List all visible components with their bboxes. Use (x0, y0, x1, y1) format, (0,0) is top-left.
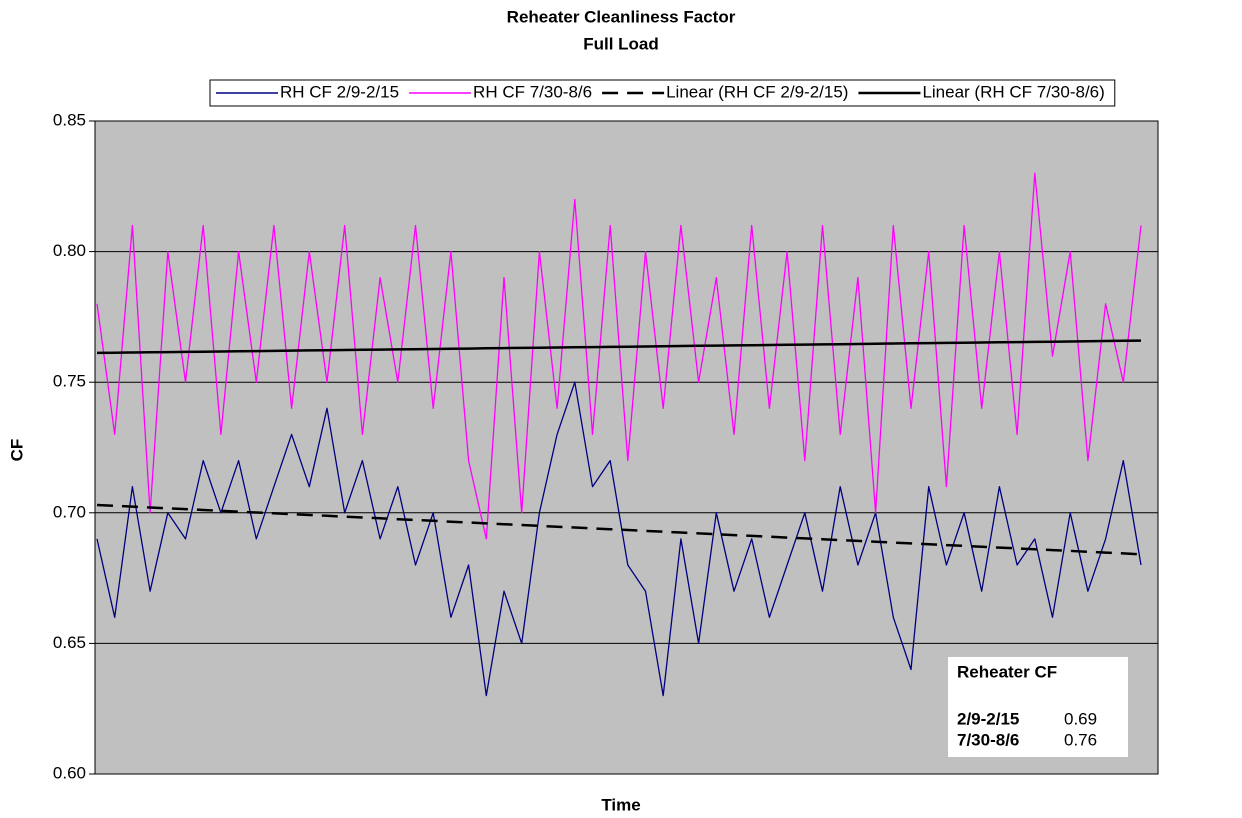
y-tick-label: 0.60 (53, 763, 86, 782)
annotation-row-label: 2/9-2/15 (957, 709, 1019, 728)
y-tick-label: 0.65 (53, 633, 86, 652)
annotation-box: Reheater CF 2/9-2/15 0.69 7/30-8/6 0.76 (948, 657, 1128, 757)
chart-title: Reheater Cleanliness Factor (507, 7, 736, 26)
series-line (96, 172, 1142, 540)
y-axis-label: CF (7, 439, 26, 462)
chart-subtitle: Full Load (583, 34, 659, 53)
legend: RH CF 2/9-2/15 RH CF 7/30-8/6 Linear (RH C… (209, 79, 1116, 107)
y-tick-label: 0.75 (53, 372, 86, 391)
legend-label: Linear (RH CF 2/9-2/15) (666, 82, 848, 101)
y-tick-label: 0.85 (53, 110, 86, 129)
x-axis-label: Time (601, 795, 640, 814)
annotation-row-value: 0.69 (1064, 709, 1097, 728)
annotation-background (948, 657, 1128, 757)
annotation-row-value: 0.76 (1064, 730, 1097, 749)
series-line (96, 381, 1142, 697)
y-tick-label: 0.80 (53, 241, 86, 260)
annotation-title: Reheater CF (957, 662, 1057, 681)
y-tick-label: 0.70 (53, 502, 86, 521)
annotation-row-label: 7/30-8/6 (957, 730, 1019, 749)
series-line (96, 339, 1142, 355)
legend-label: RH CF 7/30-8/6 (473, 82, 592, 101)
plot-border (94, 120, 1159, 775)
legend-label: RH CF 2/9-2/15 (280, 82, 399, 101)
legend-label: Linear (RH CF 7/30-8/6) (922, 82, 1104, 101)
